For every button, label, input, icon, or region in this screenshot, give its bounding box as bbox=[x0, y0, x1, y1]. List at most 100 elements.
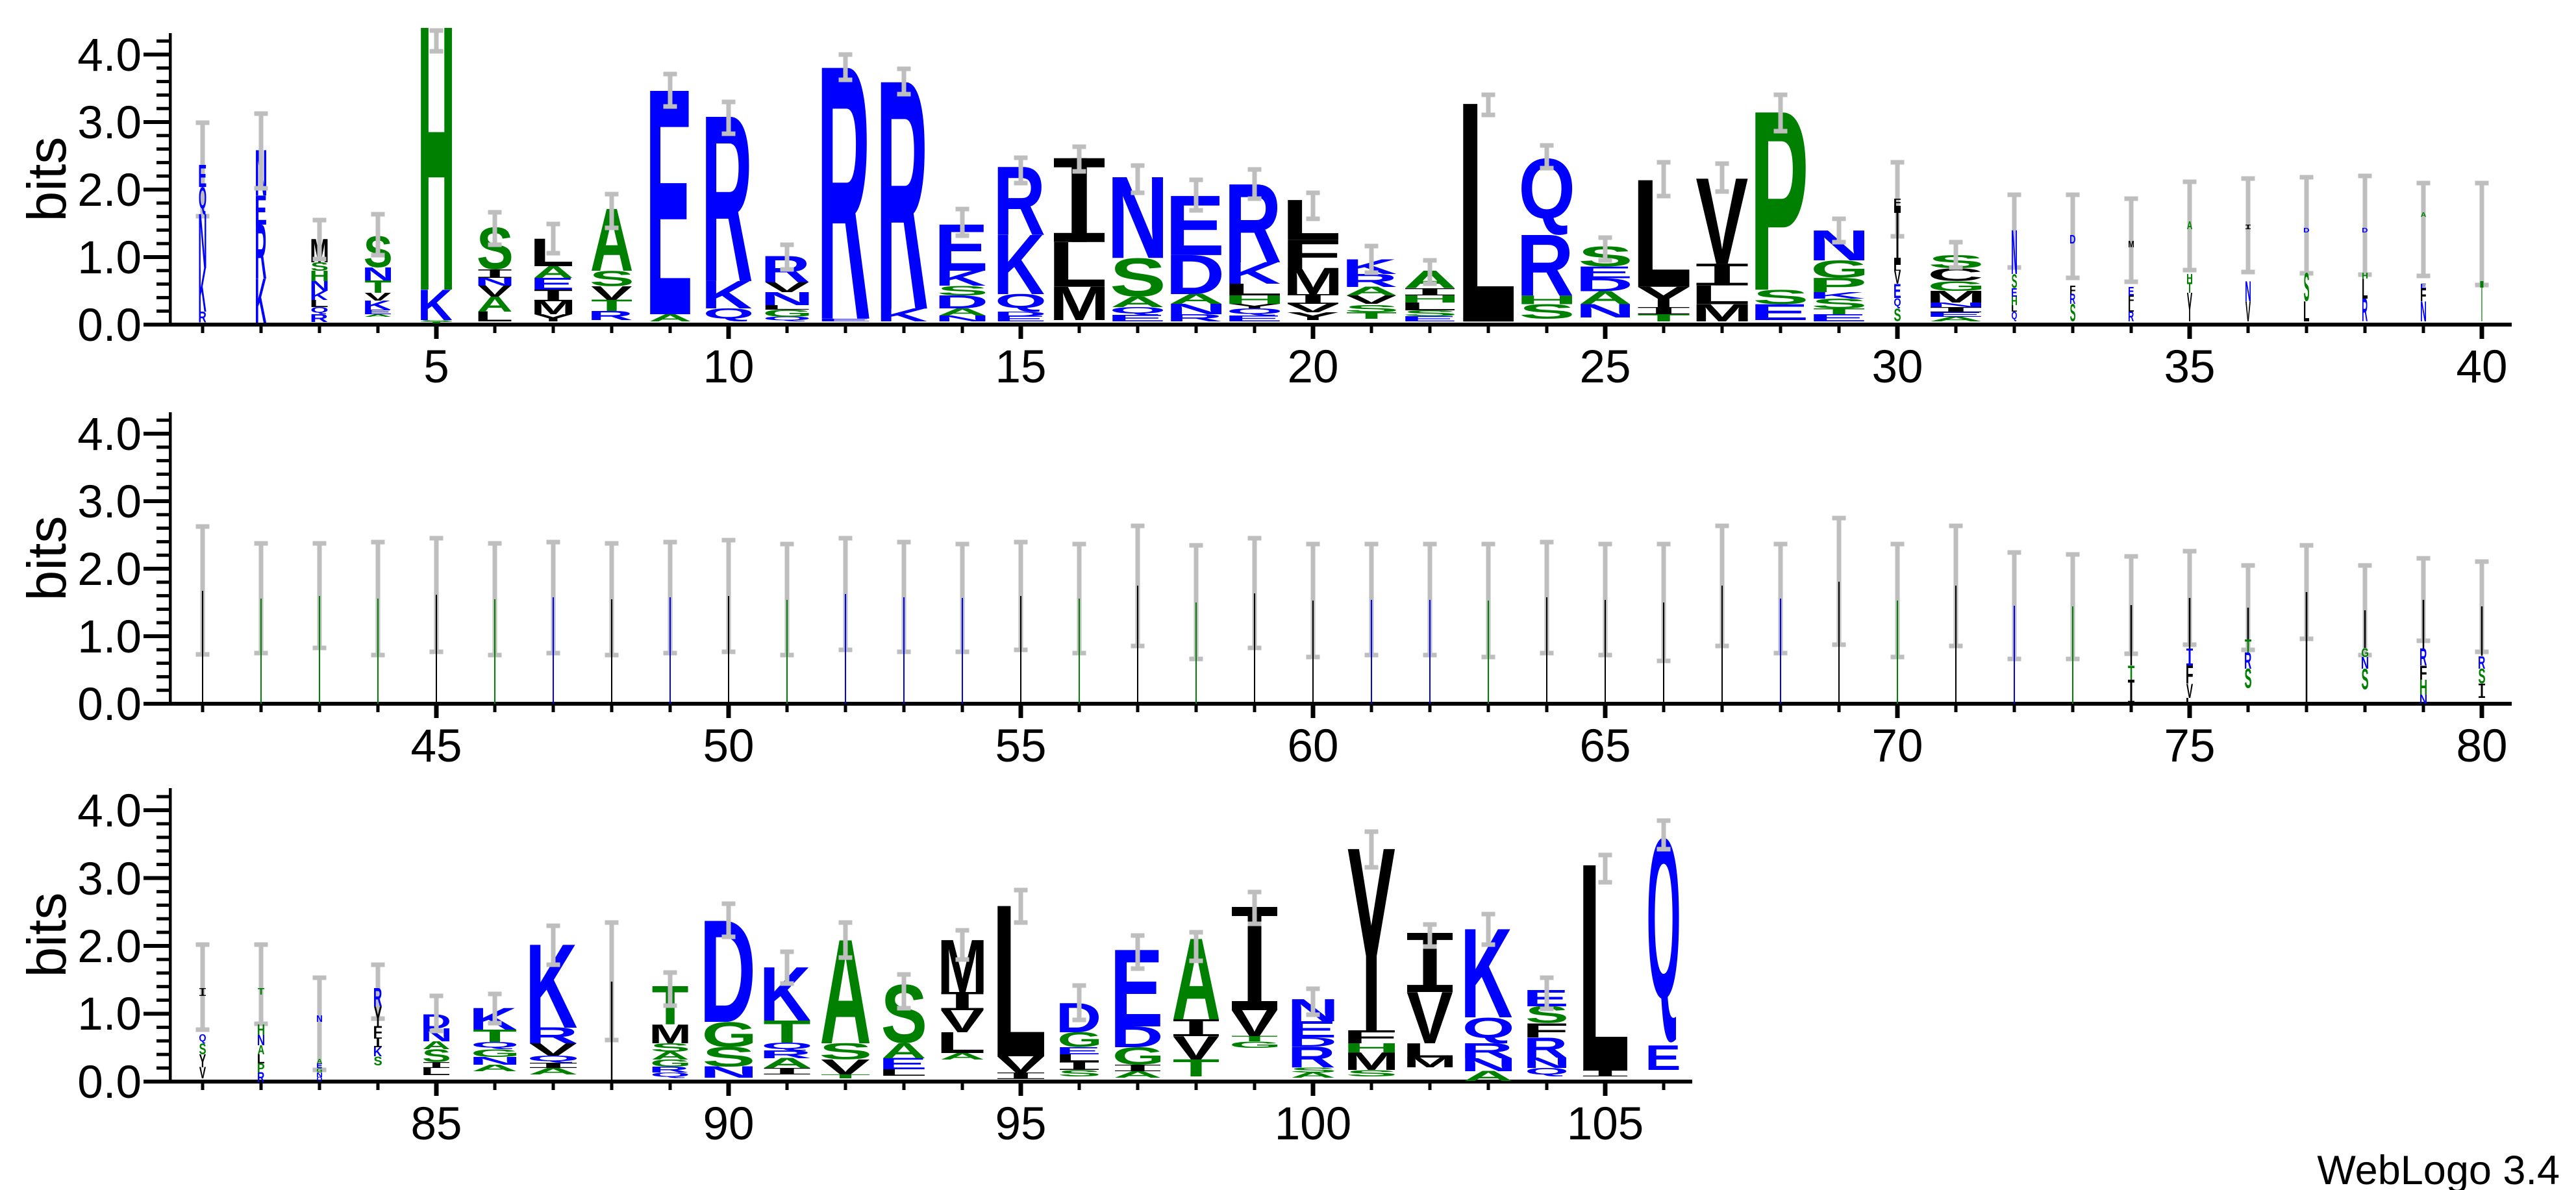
svg-text:F: F bbox=[1342, 1026, 1398, 1047]
svg-text:S: S bbox=[651, 1041, 690, 1054]
svg-text:E: E bbox=[1287, 1017, 1337, 1043]
svg-text:F: F bbox=[2420, 284, 2427, 305]
svg-text:40: 40 bbox=[2457, 341, 2508, 393]
svg-text:R: R bbox=[2244, 648, 2251, 674]
svg-text:V: V bbox=[1287, 301, 1339, 315]
svg-text:bits: bits bbox=[16, 516, 77, 601]
svg-text:P: P bbox=[1808, 273, 1867, 297]
svg-text:N: N bbox=[2245, 276, 2251, 308]
svg-text:A: A bbox=[533, 262, 573, 281]
svg-text:G: G bbox=[1229, 1039, 1282, 1050]
svg-text:S: S bbox=[2245, 663, 2252, 693]
svg-text:A: A bbox=[938, 306, 988, 318]
svg-text:S: S bbox=[422, 1045, 451, 1065]
svg-text:S: S bbox=[2012, 270, 2018, 293]
svg-text:3.0: 3.0 bbox=[77, 854, 142, 905]
svg-text:30: 30 bbox=[1872, 341, 1923, 393]
svg-text:N: N bbox=[1925, 301, 1986, 308]
svg-text:Y: Y bbox=[1228, 303, 1282, 310]
svg-text:S: S bbox=[1290, 1066, 1336, 1074]
svg-text:A: A bbox=[528, 1066, 579, 1076]
svg-text:F: F bbox=[2420, 661, 2427, 684]
svg-text:S: S bbox=[702, 1042, 755, 1072]
svg-text:S: S bbox=[2479, 665, 2486, 688]
svg-text:A: A bbox=[762, 1056, 812, 1071]
svg-text:R: R bbox=[255, 208, 266, 295]
svg-text:K: K bbox=[1808, 290, 1865, 301]
svg-text:0.0: 0.0 bbox=[77, 300, 142, 351]
svg-text:T: T bbox=[473, 1026, 517, 1046]
svg-text:Y: Y bbox=[2187, 284, 2192, 330]
svg-text:WebLogo 3.4: WebLogo 3.4 bbox=[2317, 1148, 2560, 1190]
svg-text:Y: Y bbox=[374, 1001, 382, 1033]
svg-text:1.0: 1.0 bbox=[77, 989, 142, 1040]
svg-text:65: 65 bbox=[1580, 721, 1631, 772]
svg-text:K: K bbox=[934, 266, 986, 290]
svg-text:T: T bbox=[591, 297, 632, 314]
svg-text:R: R bbox=[1516, 217, 1574, 315]
svg-text:S: S bbox=[1811, 296, 1868, 312]
svg-text:R: R bbox=[1523, 1031, 1568, 1063]
svg-text:20: 20 bbox=[1288, 341, 1339, 393]
svg-text:E: E bbox=[992, 314, 1047, 323]
svg-text:D: D bbox=[1110, 1020, 1164, 1054]
svg-text:E: E bbox=[1925, 311, 1984, 318]
svg-text:F: F bbox=[2070, 283, 2076, 297]
svg-text:50: 50 bbox=[703, 721, 755, 772]
svg-text:0.0: 0.0 bbox=[77, 1057, 142, 1108]
svg-text:L: L bbox=[1055, 1052, 1101, 1064]
svg-text:F: F bbox=[373, 1024, 382, 1042]
svg-text:E: E bbox=[198, 158, 206, 193]
svg-text:N: N bbox=[2361, 653, 2369, 673]
svg-text:H: H bbox=[1516, 293, 1577, 307]
svg-text:S: S bbox=[1344, 303, 1399, 314]
svg-text:R: R bbox=[2128, 308, 2134, 324]
svg-text:M: M bbox=[1344, 1047, 1399, 1075]
svg-text:V: V bbox=[997, 1051, 1045, 1077]
svg-text:A: A bbox=[1169, 291, 1223, 306]
svg-text:R: R bbox=[759, 1048, 812, 1060]
svg-text:M: M bbox=[1692, 299, 1753, 327]
svg-text:K: K bbox=[418, 280, 453, 330]
svg-text:L: L bbox=[2362, 273, 2368, 305]
svg-text:E: E bbox=[1399, 315, 1458, 323]
svg-text:R: R bbox=[2420, 644, 2427, 671]
svg-text:T: T bbox=[258, 987, 265, 997]
svg-text:G: G bbox=[702, 1015, 757, 1055]
svg-text:95: 95 bbox=[995, 1098, 1047, 1150]
svg-text:T: T bbox=[2128, 662, 2135, 685]
svg-text:K: K bbox=[701, 273, 752, 317]
svg-text:T: T bbox=[2245, 637, 2252, 658]
svg-text:G: G bbox=[650, 1058, 691, 1069]
svg-text:H: H bbox=[2011, 295, 2018, 308]
svg-text:S: S bbox=[419, 319, 454, 322]
svg-text:N: N bbox=[1460, 1054, 1517, 1075]
svg-text:A: A bbox=[1463, 1069, 1514, 1084]
svg-text:D: D bbox=[2362, 227, 2368, 234]
svg-text:G: G bbox=[2361, 645, 2369, 660]
svg-text:N: N bbox=[699, 1063, 758, 1082]
svg-text:Q: Q bbox=[2012, 310, 2018, 323]
svg-text:E: E bbox=[2420, 282, 2426, 290]
svg-text:G: G bbox=[471, 1047, 520, 1059]
svg-text:H: H bbox=[1343, 1041, 1400, 1056]
svg-text:T: T bbox=[821, 1073, 871, 1080]
svg-text:N: N bbox=[257, 1033, 265, 1049]
svg-text:H: H bbox=[2186, 272, 2193, 286]
svg-text:A: A bbox=[317, 1058, 323, 1065]
svg-text:R: R bbox=[1288, 1040, 1336, 1074]
svg-text:4.0: 4.0 bbox=[77, 786, 142, 837]
svg-text:V: V bbox=[529, 1039, 577, 1060]
svg-text:V: V bbox=[821, 1055, 870, 1079]
svg-text:Q: Q bbox=[527, 1054, 580, 1063]
svg-text:Y: Y bbox=[1286, 310, 1340, 322]
svg-text:N: N bbox=[362, 264, 394, 284]
svg-text:T: T bbox=[1346, 310, 1397, 321]
svg-text:L: L bbox=[1399, 300, 1457, 312]
svg-text:L: L bbox=[420, 1065, 451, 1077]
svg-text:L: L bbox=[1223, 280, 1283, 299]
svg-text:T: T bbox=[364, 277, 392, 297]
svg-text:Q: Q bbox=[761, 1041, 812, 1050]
svg-text:70: 70 bbox=[1872, 721, 1923, 772]
svg-text:L: L bbox=[1401, 1039, 1455, 1062]
